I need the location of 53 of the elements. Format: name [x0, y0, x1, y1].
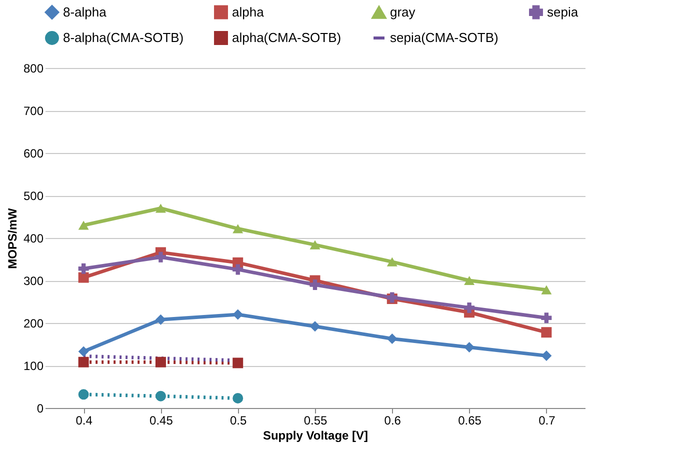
point	[464, 276, 475, 286]
point	[310, 240, 320, 250]
point	[78, 389, 89, 400]
point	[155, 252, 166, 262]
point	[155, 314, 166, 325]
y-tick-label: 600	[23, 146, 44, 160]
x-tick-label: 0.55	[304, 414, 328, 428]
x-tick-label: 0.7	[538, 414, 556, 428]
y-tick-label: 300	[23, 274, 44, 288]
x-tick-label: 0.6	[384, 414, 402, 428]
point	[155, 204, 166, 213]
legend-label: gray	[390, 4, 416, 20]
x-axis-title: Supply Voltage [V]	[262, 428, 368, 442]
point	[310, 280, 320, 290]
y-tick-label: 0	[36, 402, 44, 416]
legend-label: sepia	[547, 4, 579, 20]
y-tick-label: 100	[23, 359, 44, 373]
x-tick-label: 0.65	[458, 414, 482, 428]
point	[541, 350, 552, 361]
legend-label: alpha	[232, 4, 265, 20]
legend-label: sepia(CMA-SOTB)	[390, 30, 498, 45]
point	[464, 302, 475, 313]
point	[78, 220, 89, 230]
y-tick-label: 500	[23, 189, 44, 203]
legend-label: alpha(CMA-SOTB)	[232, 30, 342, 45]
point	[232, 224, 244, 234]
y-axis-title: MOPS/mW	[5, 207, 20, 269]
point	[78, 263, 89, 274]
x-tick-label: 0.45	[150, 414, 174, 428]
point	[232, 309, 244, 320]
point	[78, 272, 89, 283]
y-tick-label: 400	[23, 232, 44, 246]
point	[541, 327, 552, 338]
point	[155, 390, 166, 402]
point	[78, 356, 89, 368]
legend-label: 8-alpha(CMA-SOTB)	[63, 30, 184, 45]
point	[464, 342, 475, 352]
legend-label: 8-alpha	[63, 4, 108, 20]
point	[541, 285, 552, 294]
x-tick-label: 0.4	[76, 414, 93, 428]
y-tick-label: 200	[23, 316, 44, 330]
point	[232, 358, 244, 368]
y-tick-label: 700	[23, 104, 44, 118]
y-tick-label: 800	[23, 62, 44, 76]
point	[386, 257, 398, 266]
point	[232, 264, 244, 275]
x-tick-label: 0.5	[230, 414, 248, 428]
point	[541, 312, 552, 324]
point	[310, 321, 320, 332]
point	[386, 333, 398, 344]
point	[78, 346, 89, 357]
point	[232, 392, 244, 404]
point	[155, 356, 166, 368]
